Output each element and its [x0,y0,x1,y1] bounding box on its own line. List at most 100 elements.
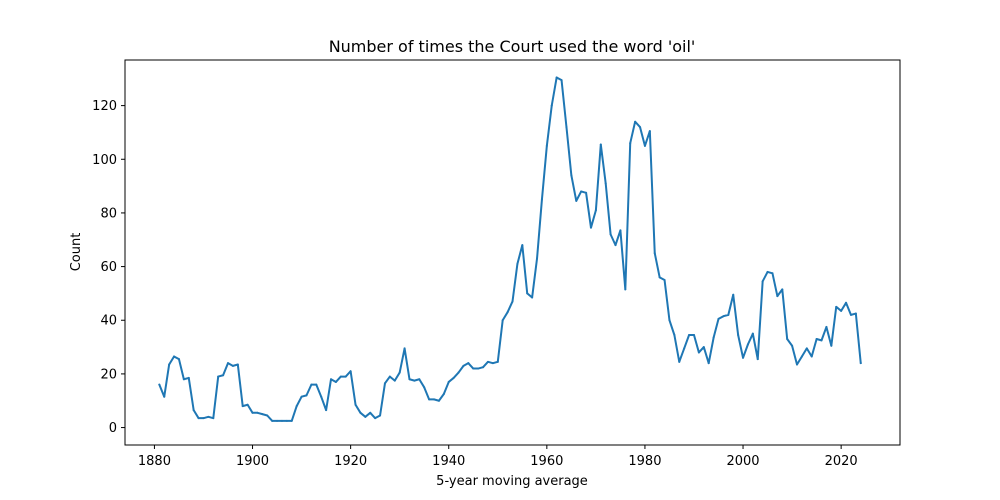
data-point [163,395,166,398]
data-point [634,120,637,123]
data-point [820,339,823,342]
data-point [688,334,691,336]
data-point [712,336,715,339]
data-point [810,355,813,358]
data-point [280,419,283,422]
data-point [418,378,421,381]
data-point [859,362,862,365]
data-point [305,394,308,397]
data-point [599,143,602,146]
y-axis: 0 20 40 60 80 100 120 [92,99,125,436]
data-point [560,79,563,82]
y-tick-label: 80 [100,206,117,221]
x-tick-label: 1940 [432,454,465,469]
data-point [428,398,431,401]
data-point [835,305,838,308]
data-point [349,370,352,373]
data-point [766,270,769,273]
data-point [854,312,857,315]
data-point [781,288,784,291]
data-point [717,317,720,320]
data-point [315,383,318,386]
data-point [776,295,779,298]
data-point [653,252,656,255]
data-point [236,363,239,366]
x-tick-label: 1900 [236,454,269,469]
data-point [477,367,480,370]
data-point [168,363,171,366]
data-point [624,288,627,291]
data-point [692,334,695,336]
data-point [737,334,740,336]
data-point [403,347,406,350]
data-point [536,257,539,260]
data-point [540,198,543,201]
data-point [398,371,401,374]
data-point [722,315,725,318]
data-point [276,419,279,422]
data-point [251,411,254,414]
data-point [742,356,745,359]
data-point [271,419,274,422]
data-point [791,344,794,347]
data-point [227,362,230,365]
data-point [555,76,558,79]
plot-area-frame [124,59,901,446]
data-point [413,379,416,382]
y-tick-label: 60 [100,260,117,275]
data-point [197,417,200,420]
data-point [594,209,597,212]
x-tick-label: 1980 [628,454,661,469]
data-point [388,375,391,378]
data-point [786,338,789,341]
data-point [673,334,676,336]
data-point [486,360,489,363]
data-point [604,182,607,185]
data-point [648,130,651,133]
data-point [325,409,328,412]
data-point [320,395,323,398]
data-point [732,293,735,296]
data-point [334,380,337,383]
data-point [423,386,426,389]
data-point [182,378,185,381]
data-points [158,76,862,422]
data-point [830,344,833,347]
data-point [491,362,494,365]
data-point [815,338,818,341]
data-point [192,409,195,412]
data-point [158,383,161,386]
x-tick-label: 2020 [825,454,858,469]
data-point [359,411,362,414]
data-point [521,244,524,247]
data-point [339,375,342,378]
data-point [408,378,411,381]
data-point [840,309,843,312]
data-point [177,358,180,361]
chart-title: Number of times the Court used the word … [329,37,696,56]
data-point [668,319,671,322]
data-point [589,226,592,229]
data-point [285,419,288,422]
x-axis-label: 5-year moving average [436,474,588,489]
data-point [433,398,436,401]
data-point [795,363,798,366]
data-point [261,413,264,416]
data-point [526,292,529,295]
data-point [609,233,612,236]
data-point [746,343,749,346]
data-point [565,126,568,129]
data-point [550,104,553,107]
data-point [585,191,588,194]
data-point [452,376,455,379]
data-point [442,393,445,396]
x-tick-label: 2000 [726,454,759,469]
data-point [295,405,298,408]
data-point [256,411,259,414]
data-point [683,347,686,350]
data-point [246,403,249,406]
data-point [369,411,372,414]
data-point [845,301,848,304]
data-point [756,358,759,361]
